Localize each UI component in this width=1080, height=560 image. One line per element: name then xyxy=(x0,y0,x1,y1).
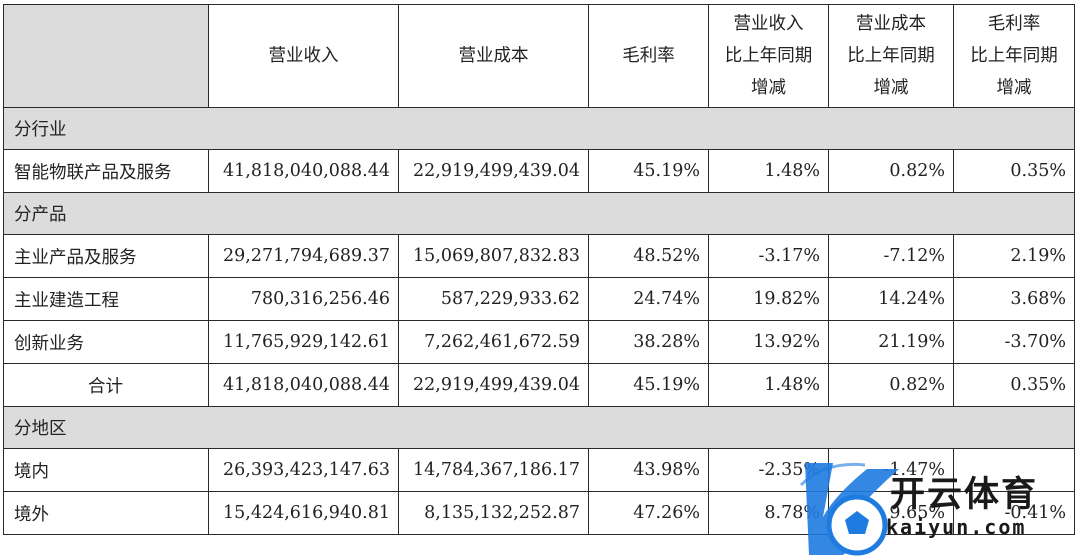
section-header-row: 分产品 xyxy=(3,192,1075,235)
margin-change-cell: 0.35% xyxy=(953,363,1075,407)
table-row: 智能物联产品及服务 41,818,040,088.44 22,919,499,439… xyxy=(3,149,1075,193)
cost-change-cell: 0.82% xyxy=(828,149,954,193)
table-row: 境内 26,393,423,147.63 14,784,367,186.17 43.9… xyxy=(3,448,1075,492)
watermark-brand: 开云体育 xyxy=(890,475,1039,515)
row-label: 境内 xyxy=(3,448,209,492)
header-line: 比上年同期 xyxy=(970,46,1058,66)
revenue-cell: 11,765,929,142.61 xyxy=(208,320,399,364)
margin-cell: 45.19% xyxy=(588,149,709,193)
revenue-change-cell: 1.48% xyxy=(708,363,829,407)
margin-cell: 47.26% xyxy=(588,491,709,535)
revenue-cell: 41,818,040,088.44 xyxy=(208,363,399,407)
margin-change-cell xyxy=(953,448,1075,492)
revenue-change-cell: -3.17% xyxy=(708,234,829,278)
section-header-row: 分行业 xyxy=(3,107,1075,150)
revenue-change-cell: 19.82% xyxy=(708,277,829,321)
margin-cell: 38.28% xyxy=(588,320,709,364)
row-label: 创新业务 xyxy=(3,320,209,364)
table-row: 创新业务 11,765,929,142.61 7,262,461,672.59 38.… xyxy=(3,320,1075,364)
section-title: 分地区 xyxy=(3,406,1075,449)
cost-change-cell: 21.19% xyxy=(828,320,954,364)
revenue-cell: 41,818,040,088.44 xyxy=(208,149,399,193)
header-line: 营业成本 xyxy=(856,14,926,34)
table-row: 合计 41,818,040,088.44 22,919,499,439.04 45.1… xyxy=(3,363,1075,407)
cost-cell: 7,262,461,672.59 xyxy=(398,320,589,364)
row-label: 主业产品及服务 xyxy=(3,234,209,278)
revenue-cell: 15,424,616,940.81 xyxy=(208,491,399,535)
margin-cell: 48.52% xyxy=(588,234,709,278)
header-revenue: 营业收入 xyxy=(208,4,399,108)
table-row: 主业建造工程 780,316,256.46 587,229,933.62 24.74%… xyxy=(3,277,1075,321)
header-line: 比上年同期 xyxy=(847,46,935,66)
header-blank-cell xyxy=(3,4,209,108)
section-title: 分行业 xyxy=(3,107,1075,150)
header-cost-change: 营业成本 比上年同期 增减 xyxy=(828,4,954,108)
cost-cell: 587,229,933.62 xyxy=(398,277,589,321)
table-row: 主业产品及服务 29,271,794,689.37 15,069,807,832.8… xyxy=(3,234,1075,278)
financial-table: 营业收入 营业成本 毛利率 营业收入 比上年同期 增减 营业成本 比上年同期 增… xyxy=(3,4,1075,535)
cost-change-cell: 0.82% xyxy=(828,363,954,407)
header-gross-margin: 毛利率 xyxy=(588,4,709,108)
section-header-row: 分地区 xyxy=(3,406,1075,449)
row-label: 境外 xyxy=(3,491,209,535)
row-label: 智能物联产品及服务 xyxy=(3,149,209,193)
margin-cell: 43.98% xyxy=(588,448,709,492)
header-margin-change: 毛利率 比上年同期 增减 xyxy=(953,4,1075,108)
section-title: 分产品 xyxy=(3,192,1075,235)
cost-change-cell: 14.24% xyxy=(828,277,954,321)
margin-cell: 45.19% xyxy=(588,363,709,407)
header-line: 营业收入 xyxy=(733,14,804,34)
header-revenue-change: 营业收入 比上年同期 增减 xyxy=(708,4,829,108)
header-line: 毛利率 xyxy=(987,14,1041,34)
revenue-cell: 29,271,794,689.37 xyxy=(208,234,399,278)
margin-cell: 24.74% xyxy=(588,277,709,321)
revenue-change-cell: 13.92% xyxy=(708,320,829,364)
cost-cell: 8,135,132,252.87 xyxy=(398,491,589,535)
header-line: 增减 xyxy=(996,78,1032,98)
margin-change-cell: -0.41% xyxy=(953,491,1075,535)
revenue-change-cell: -2.35% xyxy=(708,448,829,492)
header-row: 营业收入 营业成本 毛利率 营业收入 比上年同期 增减 营业成本 比上年同期 增… xyxy=(3,4,1075,108)
margin-change-cell: 0.35% xyxy=(953,149,1075,193)
row-label: 主业建造工程 xyxy=(3,277,209,321)
cost-cell: 15,069,807,832.83 xyxy=(398,234,589,278)
margin-change-cell: 2.19% xyxy=(953,234,1075,278)
revenue-change-cell: 8.78% xyxy=(708,491,829,535)
header-line: 增减 xyxy=(873,78,909,98)
cost-cell: 22,919,499,439.04 xyxy=(398,363,589,407)
revenue-cell: 780,316,256.46 xyxy=(208,277,399,321)
watermark-url: kaiyun.com xyxy=(886,515,1027,539)
cost-change-cell: -7.12% xyxy=(828,234,954,278)
cost-cell: 22,919,499,439.04 xyxy=(398,149,589,193)
row-label: 合计 xyxy=(3,363,209,407)
revenue-cell: 26,393,423,147.63 xyxy=(208,448,399,492)
margin-change-cell: -3.70% xyxy=(953,320,1075,364)
revenue-change-cell: 1.48% xyxy=(708,149,829,193)
cost-cell: 14,784,367,186.17 xyxy=(398,448,589,492)
header-line: 增减 xyxy=(751,78,786,98)
margin-change-cell: 3.68% xyxy=(953,277,1075,321)
header-line: 比上年同期 xyxy=(724,46,813,66)
header-cost: 营业成本 xyxy=(398,4,589,108)
